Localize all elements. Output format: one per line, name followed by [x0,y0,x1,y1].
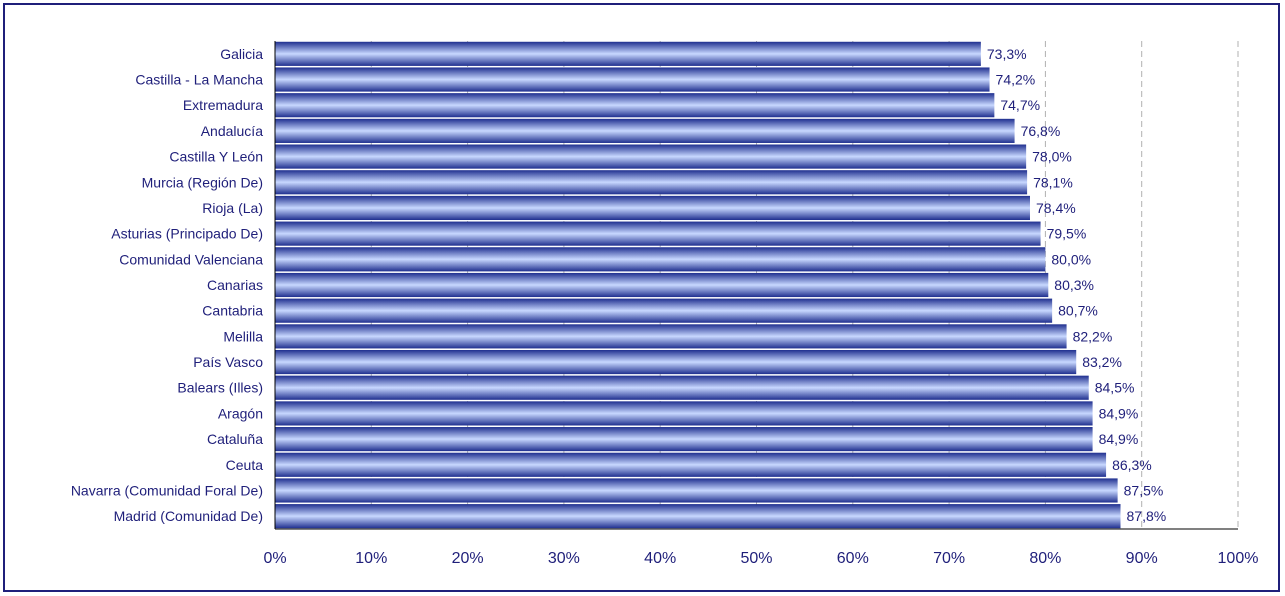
value-label: 74,7% [1000,97,1040,113]
x-tick-label: 20% [452,550,484,567]
value-label: 84,9% [1099,405,1139,421]
category-label: Balears (Illes) [177,380,263,396]
value-label: 73,3% [987,46,1027,62]
bar [275,478,1118,503]
x-tick-label: 0% [263,550,286,567]
bar [275,93,995,118]
value-label: 87,8% [1127,508,1167,524]
category-label: Castilla Y León [169,149,263,165]
bar [275,118,1015,143]
category-label: País Vasco [193,354,263,370]
bar [275,298,1053,323]
value-label: 86,3% [1112,457,1152,473]
category-label: Melilla [223,328,263,344]
value-label: 78,4% [1036,200,1076,216]
bar [275,427,1093,452]
bar [275,349,1077,375]
x-tick-label: 100% [1218,550,1259,567]
value-label: 80,3% [1054,277,1094,293]
category-label: Cantabria [202,303,263,319]
x-tick-label: 50% [740,550,772,567]
value-label: 78,1% [1033,174,1073,190]
bar [275,504,1121,529]
category-label: Castilla - La Mancha [135,72,263,88]
x-tick-label: 30% [548,550,580,567]
value-label: 74,2% [996,72,1036,88]
labels: 0% 10% 20% 30% 40% 50% 60% 70% 80% 90% 100% Galicia… [71,46,1259,567]
value-label: 80,7% [1058,303,1098,319]
x-tick-label: 40% [644,550,676,567]
bars [275,41,1121,529]
category-label: Canarias [207,277,263,293]
value-label: 78,0% [1032,149,1072,165]
category-label: Cataluña [207,431,263,447]
bar [275,67,990,92]
category-label: Murcia (Región De) [142,174,263,190]
x-tick-label: 70% [933,550,965,567]
bar [275,221,1041,246]
category-label: Rioja (La) [202,200,263,216]
value-label: 80,0% [1051,251,1091,267]
category-label: Andalucía [201,123,263,139]
value-label: 79,5% [1047,226,1087,242]
value-label: 83,2% [1082,354,1122,370]
axes [274,41,1238,530]
value-label: 76,8% [1021,123,1061,139]
bar [275,324,1067,349]
category-label: Extremadura [183,97,263,113]
x-tick-label: 60% [837,550,869,567]
bar [275,247,1046,272]
category-label: Navarra (Comunidad Foral De) [71,482,263,498]
category-label: Galicia [220,46,263,62]
x-tick-label: 10% [355,550,387,567]
value-label: 84,5% [1095,380,1135,396]
bar [275,401,1093,426]
value-label: 82,2% [1073,328,1113,344]
x-tick-label: 90% [1126,550,1158,567]
category-label: Aragón [218,405,263,421]
category-label: Ceuta [226,457,264,473]
value-label: 84,9% [1099,431,1139,447]
bar [275,452,1107,477]
bar [275,195,1030,221]
bar [275,170,1028,195]
category-label: Comunidad Valenciana [119,251,263,267]
bar [275,144,1027,169]
bar [275,41,981,66]
x-tick-label: 80% [1029,550,1061,567]
category-label: Asturias (Principado De) [111,226,263,242]
bar [275,272,1049,298]
bar [275,375,1089,400]
category-label: Madrid (Comunidad De) [114,508,263,524]
value-label: 87,5% [1124,482,1164,498]
